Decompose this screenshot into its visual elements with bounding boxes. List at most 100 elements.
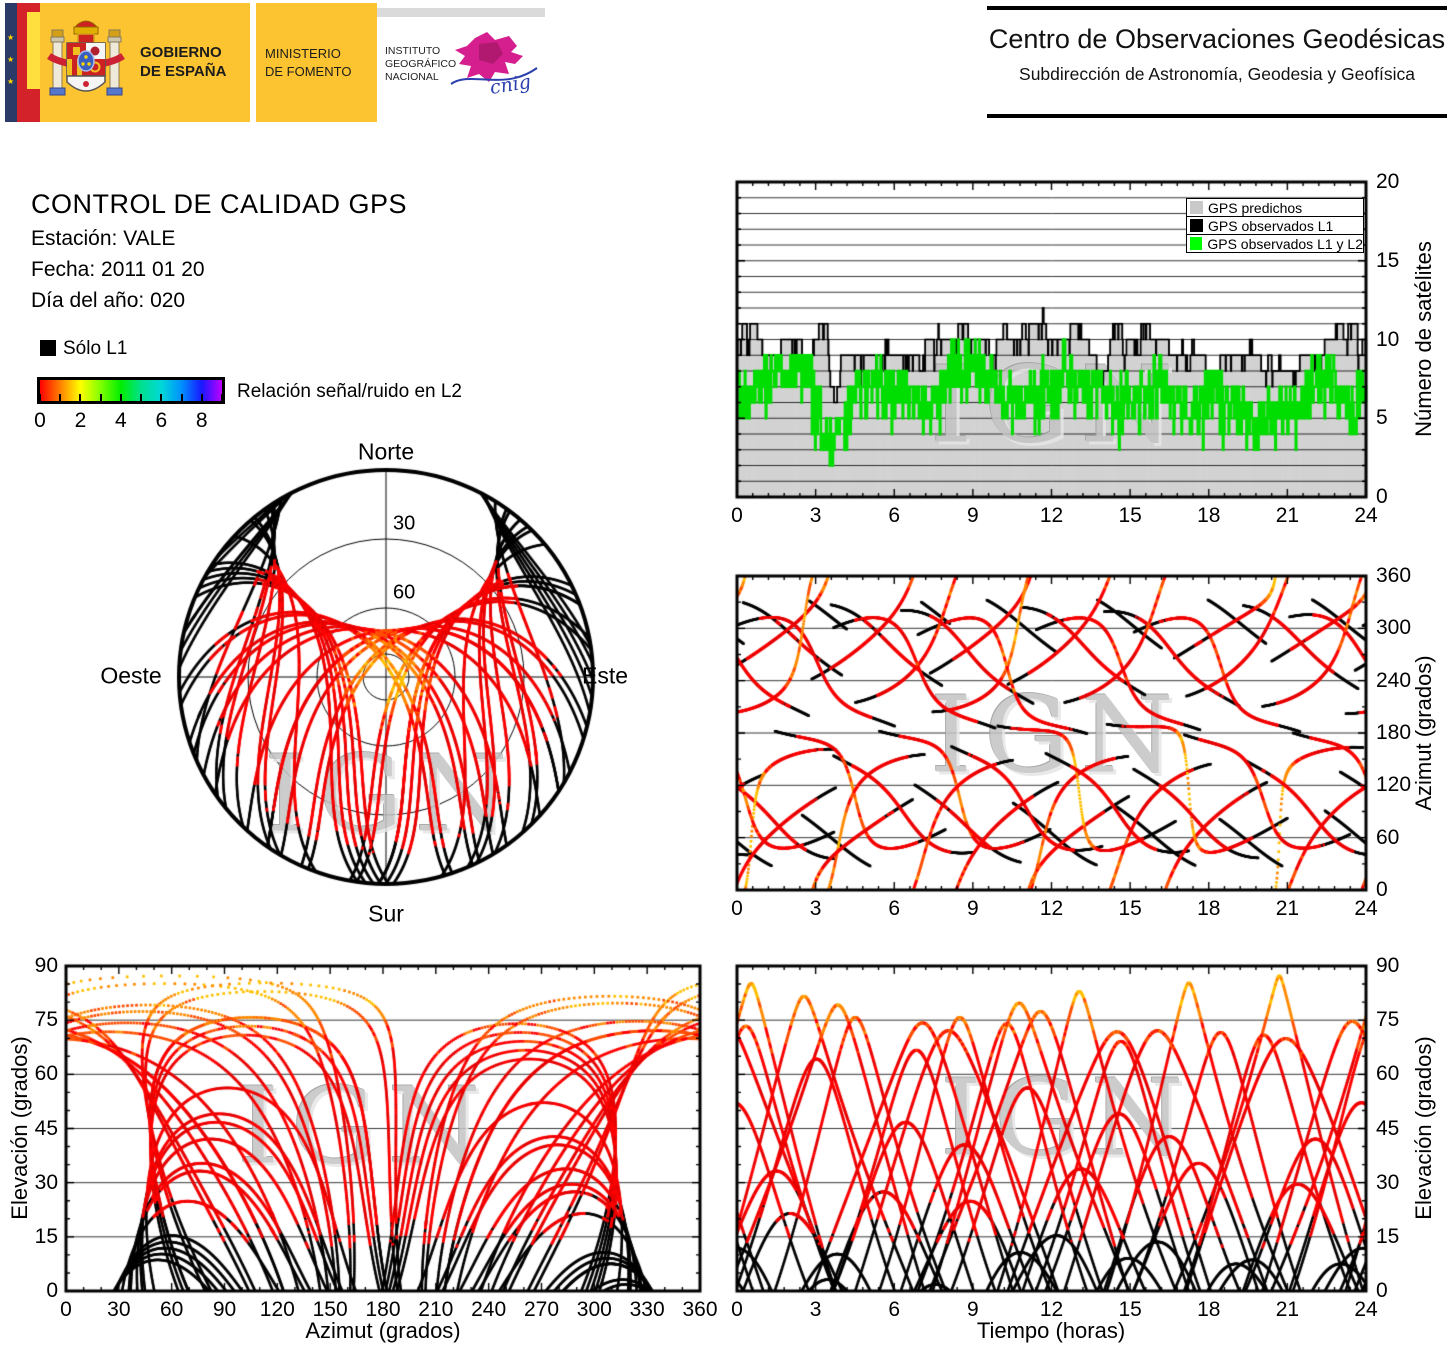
azimuth-time-y-tick: 60 — [1376, 825, 1400, 849]
date-line: Fecha: 2011 01 20 — [31, 258, 205, 281]
spain-coat-of-arms-icon — [47, 20, 125, 96]
elev-azimuth-y-axis-title: Elevación (grados) — [7, 1036, 32, 1220]
azimuth-time-y-tick: 120 — [1376, 773, 1412, 797]
colorbar-tick — [140, 394, 143, 401]
elev-time-y-tick: 30 — [1376, 1170, 1400, 1194]
skyplot-east-label: Este — [581, 662, 629, 689]
azimuth-time-y-tick: 360 — [1376, 564, 1412, 587]
ministry-text-line1: MINISTERIO — [265, 46, 341, 61]
government-text-line2: DE ESPAÑA — [140, 63, 227, 80]
elev-time-y-axis-title: Elevación (grados) — [1411, 1036, 1436, 1220]
ign-watermark: IGN — [930, 673, 1186, 797]
colorbar-tick — [59, 394, 62, 401]
elev-azimuth-x-tick: 240 — [471, 1298, 507, 1321]
colorbar-tick-label: 0 — [34, 409, 46, 432]
legend-row-predicted: GPS predichos — [1186, 198, 1364, 217]
eu-flag-strip: ★ ★ ★ — [5, 3, 17, 122]
elev-azimuth-y-tick: 0 — [46, 1279, 58, 1302]
predicted-swatch — [1190, 201, 1203, 214]
colorbar-tick — [180, 394, 183, 401]
skyplot-ring-label: 60 — [393, 581, 416, 604]
ign-watermark: IGN — [930, 343, 1186, 467]
skyplot-south-label: Sur — [368, 900, 404, 927]
colorbar-tick — [221, 394, 223, 401]
elev-time-x-tick: 15 — [1118, 1298, 1142, 1321]
azimuth-time-x-tick: 24 — [1354, 897, 1378, 920]
elev-time-x-tick: 0 — [731, 1298, 743, 1321]
azimuth-time-x-tick: 18 — [1197, 897, 1221, 920]
ign-watermark: IGN — [264, 732, 520, 856]
skyplot-ring-label: 30 — [393, 512, 416, 535]
elev-azimuth-x-tick: 300 — [576, 1298, 612, 1321]
l1-only-label: Sólo L1 — [63, 338, 128, 359]
elev-azimuth-x-tick: 210 — [418, 1298, 454, 1321]
azimuth-time-x-tick: 9 — [967, 897, 979, 920]
azimuth-time-y-tick: 300 — [1376, 616, 1412, 640]
azimuth-time-x-tick: 21 — [1275, 897, 1300, 920]
elev-azimuth-x-tick: 30 — [107, 1298, 131, 1321]
elev-time-x-tick: 6 — [888, 1298, 901, 1321]
elev-azimuth-x-tick: 270 — [523, 1298, 560, 1321]
institute-logo-block: INSTITUTO GEOGRÁFICO NACIONAL cnig — [377, 0, 545, 122]
elev-azimuth-x-tick: 360 — [682, 1298, 718, 1321]
elev-time-y-tick: 0 — [1376, 1279, 1388, 1302]
sat-count-y-tick: 15 — [1376, 248, 1400, 272]
observed-l1-swatch — [1190, 219, 1203, 232]
snr-colorbar-label: Relación señal/ruido en L2 — [237, 381, 462, 402]
cnig-signature-text: cnig — [488, 71, 532, 99]
sat-count-y-axis-title: Número de satélites — [1411, 241, 1436, 437]
elev-azimuth-x-tick: 0 — [60, 1298, 72, 1321]
elev-time-x-tick: 18 — [1197, 1298, 1221, 1321]
sat-count-x-tick: 21 — [1275, 504, 1300, 527]
elev-azimuth-x-tick: 150 — [312, 1298, 348, 1321]
ministry-logo-block: MINISTERIO DE FOMENTO — [256, 3, 377, 122]
colorbar-tick — [99, 394, 102, 401]
station-line: Estación: VALE — [31, 227, 176, 250]
elev-time-x-tick: 9 — [967, 1298, 979, 1321]
colorbar-tick-label: 4 — [115, 409, 127, 432]
center-title: Centro de Observaciones Geodésicas — [988, 24, 1446, 54]
sat-count-y-tick: 0 — [1376, 485, 1388, 508]
colorbar-tick — [39, 394, 41, 401]
elev-azimuth-x-tick: 180 — [365, 1298, 401, 1321]
sat-count-y-tick: 10 — [1376, 327, 1400, 351]
sat-count-x-tick: 18 — [1197, 504, 1221, 527]
observed-l1-label: GPS observados L1 — [1208, 217, 1334, 234]
elev-time-y-tick: 60 — [1376, 1062, 1400, 1086]
colorbar-tick — [200, 394, 203, 401]
government-text-line1: GOBIERNO — [140, 44, 222, 61]
center-subtitle: Subdirección de Astronomía, Geodesia y G… — [1019, 64, 1415, 84]
elev-time-x-tick: 12 — [1039, 1298, 1064, 1321]
colorbar-tick — [119, 394, 122, 401]
azimuth-time-x-tick: 0 — [731, 897, 743, 920]
report-title: CONTROL DE CALIDAD GPS — [31, 189, 408, 219]
ign-watermark: IGN — [940, 1056, 1196, 1180]
eu-star-icon: ★ — [7, 33, 15, 42]
center-header: Centro de Observaciones Geodésicas Subdi… — [987, 0, 1447, 130]
elev-azimuth-x-tick: 90 — [212, 1298, 237, 1321]
sat-count-x-tick: 15 — [1118, 504, 1142, 527]
colorbar-tick-label: 8 — [195, 409, 208, 432]
azimuth-time-x-tick: 3 — [809, 897, 822, 920]
elev-time-y-tick: 90 — [1376, 954, 1400, 977]
spain-flag-red-stripe — [17, 3, 27, 122]
sat-count-x-tick: 3 — [809, 504, 822, 527]
colorbar-tick-label: 6 — [155, 409, 168, 432]
sat-count-x-tick: 0 — [731, 504, 743, 527]
azimuth-time-x-tick: 12 — [1039, 897, 1064, 920]
header-rule-top — [987, 6, 1447, 10]
ministry-text-line2: DE FOMENTO — [265, 64, 352, 79]
elev-time-y-tick: 75 — [1376, 1008, 1400, 1032]
elev-time-y-tick: 45 — [1376, 1116, 1400, 1140]
elev-azimuth-y-tick: 90 — [34, 954, 58, 977]
azimuth-time-x-tick: 15 — [1118, 897, 1142, 920]
predicted-label: GPS predichos — [1208, 199, 1303, 216]
cnig-logo-icon: cnig — [450, 32, 538, 99]
azimuth-time-y-tick: 240 — [1376, 668, 1412, 692]
elev-azimuth-y-tick: 45 — [34, 1116, 58, 1140]
elev-azimuth-y-tick: 15 — [34, 1224, 58, 1248]
eu-star-icon: ★ — [7, 77, 15, 86]
header-gray-bar — [377, 8, 545, 17]
elev-time-x-tick: 21 — [1275, 1298, 1300, 1321]
